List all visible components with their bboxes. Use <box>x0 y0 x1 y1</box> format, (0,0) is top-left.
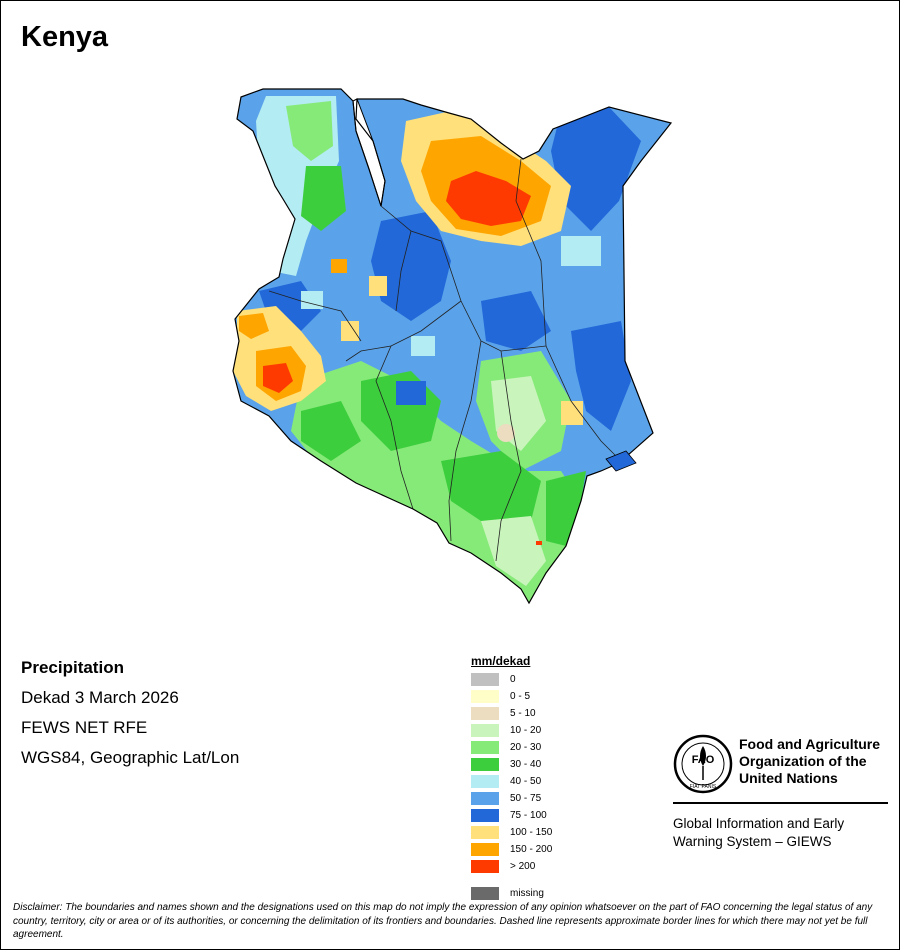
fao-logo-letters: FAO <box>692 754 715 766</box>
fao-name-line: Organization of the <box>739 753 867 769</box>
admin-boundaries <box>268 158 622 562</box>
legend-item: 40 - 50 <box>471 775 611 789</box>
legend-label: missing <box>510 888 544 899</box>
zone-gt200-west <box>263 363 293 393</box>
zone-75-100-northeast <box>551 107 641 231</box>
zone-30-40-southcentral <box>441 451 541 521</box>
legend-label: > 200 <box>510 861 536 872</box>
legend-swatch <box>471 775 499 788</box>
boundary-line <box>268 290 362 342</box>
projection-label: WGS84, Geographic Lat/Lon <box>21 748 240 767</box>
zone-30-40-northwest <box>301 166 346 231</box>
legend-item: > 200 <box>471 860 611 874</box>
legend-item: 10 - 20 <box>471 724 611 738</box>
period-label: Dekad 3 March 2026 <box>21 688 179 707</box>
legend-item: 5 - 10 <box>471 707 611 721</box>
giews-label: Global Information and Early Warning Sys… <box>673 815 888 851</box>
legend-label: 0 - 5 <box>510 691 531 702</box>
legend-swatch <box>471 673 499 686</box>
zone-75-100-center-east <box>481 291 551 351</box>
legend-item: 0 <box>471 673 611 687</box>
legend-item: 75 - 100 <box>471 809 611 823</box>
patch-100-150 <box>369 276 387 296</box>
legend-swatch <box>471 843 499 856</box>
precipitation-map <box>232 88 673 605</box>
fao-logo-inner-ring <box>681 742 725 786</box>
fao-name: Food and Agriculture Organization of the… <box>739 736 889 787</box>
patch-100-150 <box>561 401 583 425</box>
patch-100-150 <box>341 321 359 341</box>
divider <box>673 802 888 804</box>
patch-75-100 <box>396 381 426 405</box>
patch-40-50 <box>411 336 435 356</box>
patch-40-50 <box>561 236 601 266</box>
legend-swatch <box>471 758 499 771</box>
legend-label: 20 - 30 <box>510 742 542 753</box>
patch-gt200 <box>536 541 542 545</box>
legend-label: 40 - 50 <box>510 776 542 787</box>
legend-swatch <box>471 724 499 737</box>
map-title: Kenya <box>21 21 109 53</box>
patch-150-200 <box>331 259 347 273</box>
legend-swatch <box>471 826 499 839</box>
fao-logo-ring <box>673 734 733 794</box>
zone-10-20-southeast <box>481 516 546 586</box>
boundary-line <box>515 158 547 347</box>
legend-label: 150 - 200 <box>510 844 553 855</box>
zone-75-100-central <box>371 211 451 321</box>
legend-item: 150 - 200 <box>471 843 611 857</box>
legend-label: 100 - 150 <box>510 827 553 838</box>
legend-item: 50 - 75 <box>471 792 611 806</box>
zone-150-200-northwest-lake <box>239 313 269 339</box>
wheat-ear-icon <box>700 746 706 766</box>
legend-swatch <box>471 792 499 805</box>
fao-logo-motto: FIAT PANIS <box>690 784 717 790</box>
boundary-line <box>545 345 622 462</box>
boundary-line <box>375 345 414 510</box>
legend-label: 5 - 10 <box>510 708 536 719</box>
legend: 0 0 - 5 5 - 10 10 - 20 20 - 30 30 - 40 4… <box>471 673 611 903</box>
legend-item: 30 - 40 <box>471 758 611 772</box>
data-source-label: FEWS NET RFE <box>21 718 148 737</box>
boundary-line <box>448 340 482 542</box>
boundary-line <box>395 230 412 312</box>
legend-item: 20 - 30 <box>471 741 611 755</box>
country-outline <box>232 88 673 605</box>
boundary-line <box>495 350 522 562</box>
legend-label: 75 - 100 <box>510 810 547 821</box>
zone-30-40-southwest <box>301 401 361 461</box>
legend-item: 0 - 5 <box>471 690 611 704</box>
zone-75-100-east <box>571 321 631 431</box>
patch-40-50 <box>301 291 323 309</box>
legend-title: mm/dekad <box>471 654 531 668</box>
legend-swatch <box>471 690 499 703</box>
zone-5-10-central <box>497 424 515 442</box>
giews-line: Warning System – GIEWS <box>673 834 832 849</box>
legend-label: 50 - 75 <box>510 793 542 804</box>
rainfall-raster <box>233 89 671 603</box>
legend-label: 0 <box>510 674 516 685</box>
legend-swatch <box>471 707 499 720</box>
legend-item: 100 - 150 <box>471 826 611 840</box>
zone-30-40-coast <box>546 471 586 546</box>
lamu-islands <box>605 450 637 472</box>
legend-swatch <box>471 741 499 754</box>
legend-label: 30 - 40 <box>510 759 542 770</box>
legend-item: missing <box>471 887 611 901</box>
zone-20-30-northwest <box>286 101 333 161</box>
variable-title: Precipitation <box>21 658 124 677</box>
legend-swatch <box>471 887 499 900</box>
legend-swatch <box>471 860 499 873</box>
disclaimer: Disclaimer: The boundaries and names sho… <box>13 902 873 940</box>
zone-gt200-north <box>446 171 531 226</box>
fao-logo: FAO FIAT PANIS <box>673 734 733 794</box>
legend-label: 10 - 20 <box>510 725 542 736</box>
giews-line: Global Information and Early <box>673 816 845 831</box>
legend-swatch <box>471 809 499 822</box>
fao-name-line: Food and Agriculture <box>739 736 881 752</box>
fao-name-line: United Nations <box>739 770 838 786</box>
